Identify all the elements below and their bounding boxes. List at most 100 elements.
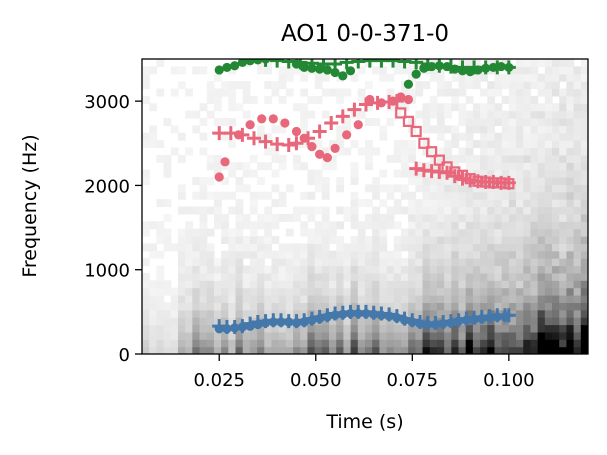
spectrogram-cell xyxy=(544,206,553,215)
spectrogram-cell xyxy=(329,331,337,340)
spectrogram-cell xyxy=(185,110,193,119)
spectrogram-cell xyxy=(559,346,568,354)
x-tick-label: 0.025 xyxy=(193,370,245,391)
spectrogram-cell xyxy=(372,147,380,156)
spectrogram-cell xyxy=(142,243,150,252)
spectrogram-cell xyxy=(436,66,445,75)
spectrogram-cell xyxy=(465,309,474,318)
spectrogram-cell xyxy=(379,169,388,178)
spectrogram-cell xyxy=(444,191,452,200)
spectrogram-cell xyxy=(429,162,438,171)
spectrogram-cell xyxy=(472,154,481,163)
spectrogram-cell xyxy=(199,258,208,267)
spectrogram-cell xyxy=(523,236,532,244)
spectrogram-cell xyxy=(422,184,431,193)
spectrogram-cell xyxy=(415,309,424,318)
spectrogram-cell xyxy=(451,95,460,104)
spectrogram-cell xyxy=(257,339,265,348)
spectrogram-cell xyxy=(501,199,510,208)
spectrogram-cell xyxy=(321,221,330,230)
spectrogram-cell xyxy=(451,272,460,281)
spectrogram-cell xyxy=(552,317,560,326)
spectrogram-cell xyxy=(508,295,517,303)
spectrogram-cell xyxy=(321,213,330,222)
spectrogram-cell xyxy=(379,125,388,134)
spectrogram-cell xyxy=(544,110,553,119)
spectrogram-cell xyxy=(501,243,510,252)
spectrogram-cell xyxy=(393,258,402,267)
spectrogram-cell xyxy=(544,287,553,296)
spectrogram-cell xyxy=(379,66,388,75)
spectrogram-cell xyxy=(559,132,568,141)
spectrogram-cell xyxy=(400,154,409,163)
spectrogram-cell xyxy=(480,287,488,296)
spectrogram-cell xyxy=(429,243,438,252)
spectrogram-cell xyxy=(177,280,186,289)
spectrogram-cell xyxy=(350,73,359,82)
spectrogram-cell xyxy=(566,199,575,208)
spectrogram-cell xyxy=(285,243,294,252)
spectrogram-cell xyxy=(177,191,186,200)
spectrogram-cell xyxy=(213,118,222,126)
spectrogram-cell xyxy=(329,162,337,171)
spectrogram-cell xyxy=(573,265,582,274)
spectrogram-cell xyxy=(537,280,546,289)
spectrogram-cell xyxy=(408,213,416,222)
spectrogram-cell xyxy=(228,287,237,296)
spectrogram-cell xyxy=(257,177,265,185)
spectrogram-cell xyxy=(544,309,553,318)
spectrogram-cell xyxy=(523,317,532,326)
spectrogram-cell xyxy=(221,272,229,281)
x-tick-label: 0.100 xyxy=(483,370,535,391)
spectrogram-cell xyxy=(242,287,251,296)
spectrogram-cell xyxy=(336,221,345,230)
spectrogram-cell xyxy=(343,118,352,126)
spectrogram-cell xyxy=(199,295,208,303)
spectrogram-cell xyxy=(530,118,539,126)
spectrogram-cell xyxy=(357,258,366,267)
spectrogram-cell xyxy=(213,265,222,274)
spectrogram-cell xyxy=(185,346,193,354)
spectrogram-cell xyxy=(307,228,316,237)
spectrogram-cell xyxy=(307,213,316,222)
spectrogram-cell xyxy=(494,250,503,259)
spectrogram-cell xyxy=(400,66,409,75)
spectrogram-cell xyxy=(566,280,575,289)
spectrogram-cell xyxy=(465,162,474,171)
spectrogram-cell xyxy=(436,132,445,141)
spectrogram-cell xyxy=(516,287,524,296)
spectrogram-cell xyxy=(465,243,474,252)
spectrogram-cell xyxy=(480,346,488,354)
spectrogram-cell xyxy=(501,295,510,303)
spectrogram-cell xyxy=(336,295,345,303)
spectrogram-cell xyxy=(573,154,582,163)
spectrogram-cell xyxy=(235,287,244,296)
spectrogram-cell xyxy=(285,66,294,75)
spectrogram-cell xyxy=(199,331,208,340)
spectrogram-cell xyxy=(458,118,467,126)
spectrogram-cell xyxy=(508,331,517,340)
spectrogram-cell xyxy=(278,258,287,267)
spectrogram-cell xyxy=(185,221,193,230)
spectrogram-cell xyxy=(436,258,445,267)
spectrogram-cell xyxy=(422,346,431,354)
spectrogram-cell xyxy=(580,169,588,178)
spectrogram-cell xyxy=(321,302,330,311)
spectrogram-cell xyxy=(472,169,481,178)
spectrogram-cell xyxy=(257,162,265,171)
spectrogram-cell xyxy=(573,331,582,340)
spectrogram-cell xyxy=(221,88,229,97)
spectrogram-cell xyxy=(530,324,539,333)
spectrogram-cell xyxy=(278,199,287,208)
spectrogram-cell xyxy=(566,140,575,149)
spectrogram-cell xyxy=(544,73,553,82)
spectrogram-cell xyxy=(321,287,330,296)
spectrogram-cell xyxy=(573,250,582,259)
spectrogram-cell xyxy=(142,73,150,82)
spectrogram-cell xyxy=(566,206,575,215)
spectrogram-cell xyxy=(393,236,402,244)
spectrogram-cell xyxy=(206,258,215,267)
spectrogram-cell xyxy=(444,324,452,333)
spectrogram-cell xyxy=(400,191,409,200)
spectrogram-cell xyxy=(458,287,467,296)
